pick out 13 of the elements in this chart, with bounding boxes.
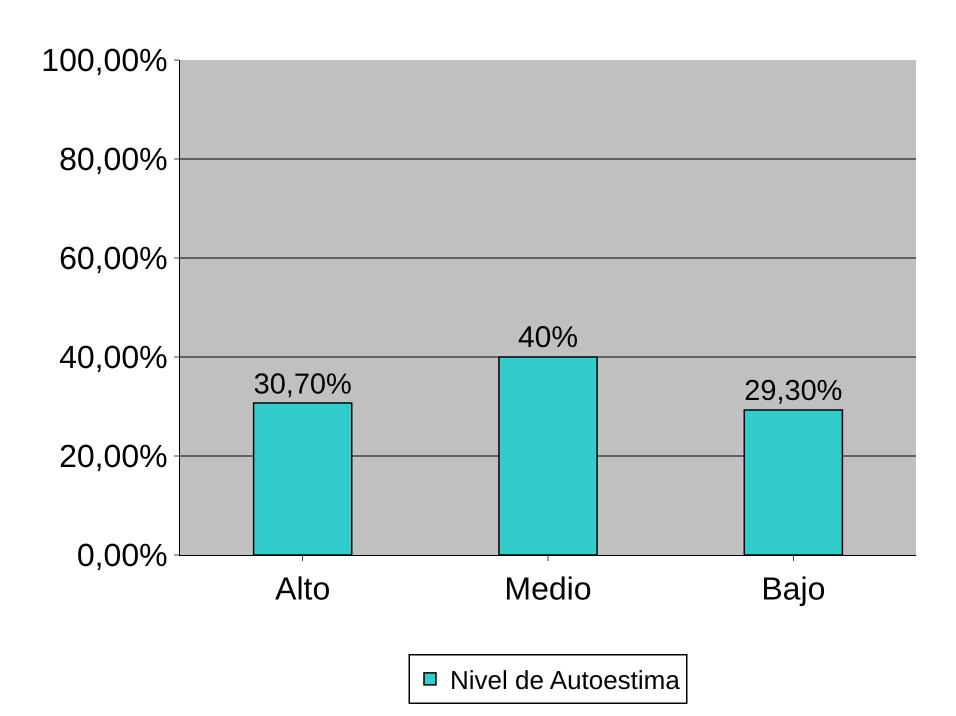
y-tick-label: 0,00% <box>76 537 168 574</box>
y-tick-label: 100,00% <box>41 42 168 78</box>
y-tick-label: 80,00% <box>59 141 168 178</box>
data-label: 29,30% <box>744 375 842 408</box>
x-tick-label: Alto <box>275 570 330 606</box>
y-tick-label: 40,00% <box>59 339 168 376</box>
y-tick-label: 60,00% <box>59 240 168 276</box>
legend-label: Nivel de Autoestima <box>450 665 680 696</box>
data-label: 40% <box>518 321 578 354</box>
x-tick-label: Bajo <box>761 570 826 606</box>
y-tick-label: 20,00% <box>59 438 168 474</box>
data-label: 30,70% <box>254 368 352 400</box>
x-tick-label: Medio <box>504 570 592 606</box>
